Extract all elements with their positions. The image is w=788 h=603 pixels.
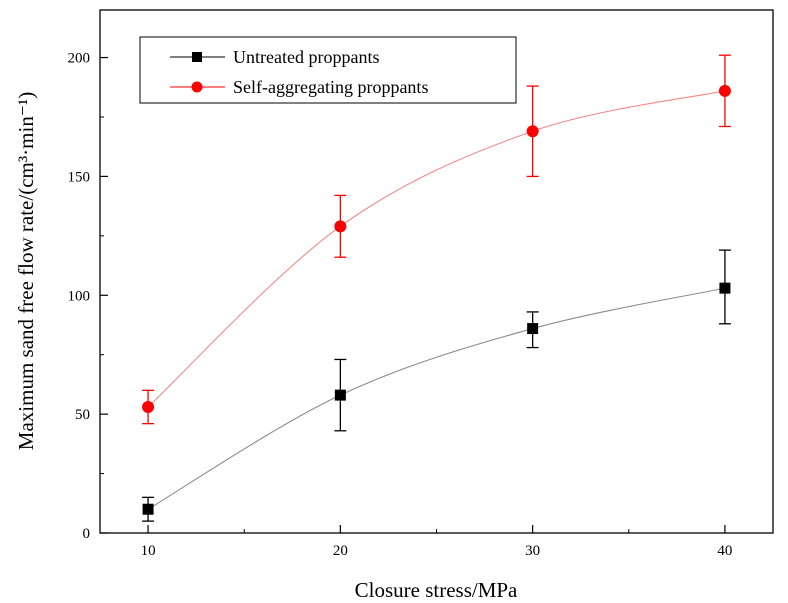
legend-label-untreated: Untreated proppants — [233, 47, 379, 67]
data-point-self-aggregating — [526, 125, 539, 138]
error-bars — [142, 54, 731, 522]
y-tick-label: 200 — [68, 51, 91, 67]
fit-curve-series-0 — [147, 287, 726, 510]
data-point-untreated — [719, 282, 731, 294]
legend-label-self-aggregating: Self-aggregating proppants — [233, 77, 428, 97]
fit-curve-series-1 — [147, 90, 726, 408]
data-markers — [142, 84, 731, 515]
data-point-self-aggregating — [142, 401, 155, 414]
data-point-self-aggregating — [334, 220, 347, 233]
x-tick-label: 20 — [333, 543, 348, 559]
plot-frame — [99, 9, 774, 534]
y-tick-label: 50 — [75, 407, 90, 423]
minor-ticks — [100, 116, 630, 533]
y-axis-title: Maximum sand free flow rate/(cm³·min⁻¹) — [14, 92, 38, 450]
y-tick-label: 100 — [68, 288, 91, 304]
legend-marker-self-aggregating — [191, 81, 203, 93]
legend-marker-untreated — [192, 52, 202, 62]
data-point-untreated — [142, 503, 154, 515]
legend: Untreated proppants Self-aggregating pro… — [139, 36, 517, 104]
tick-labels: 10 20 30 40 0 50 100 150 200 — [68, 51, 733, 559]
data-point-self-aggregating — [718, 84, 731, 97]
major-ticks — [100, 56, 726, 534]
x-tick-label: 10 — [141, 543, 156, 559]
x-tick-label: 40 — [717, 543, 732, 559]
x-tick-label: 30 — [525, 543, 540, 559]
fit-curves — [147, 90, 726, 510]
legend-box — [139, 36, 517, 104]
x-axis-title: Closure stress/MPa — [355, 578, 518, 602]
y-tick-label: 0 — [83, 526, 91, 542]
data-point-untreated — [334, 389, 346, 401]
y-tick-label: 150 — [68, 169, 91, 185]
data-point-untreated — [527, 323, 539, 335]
